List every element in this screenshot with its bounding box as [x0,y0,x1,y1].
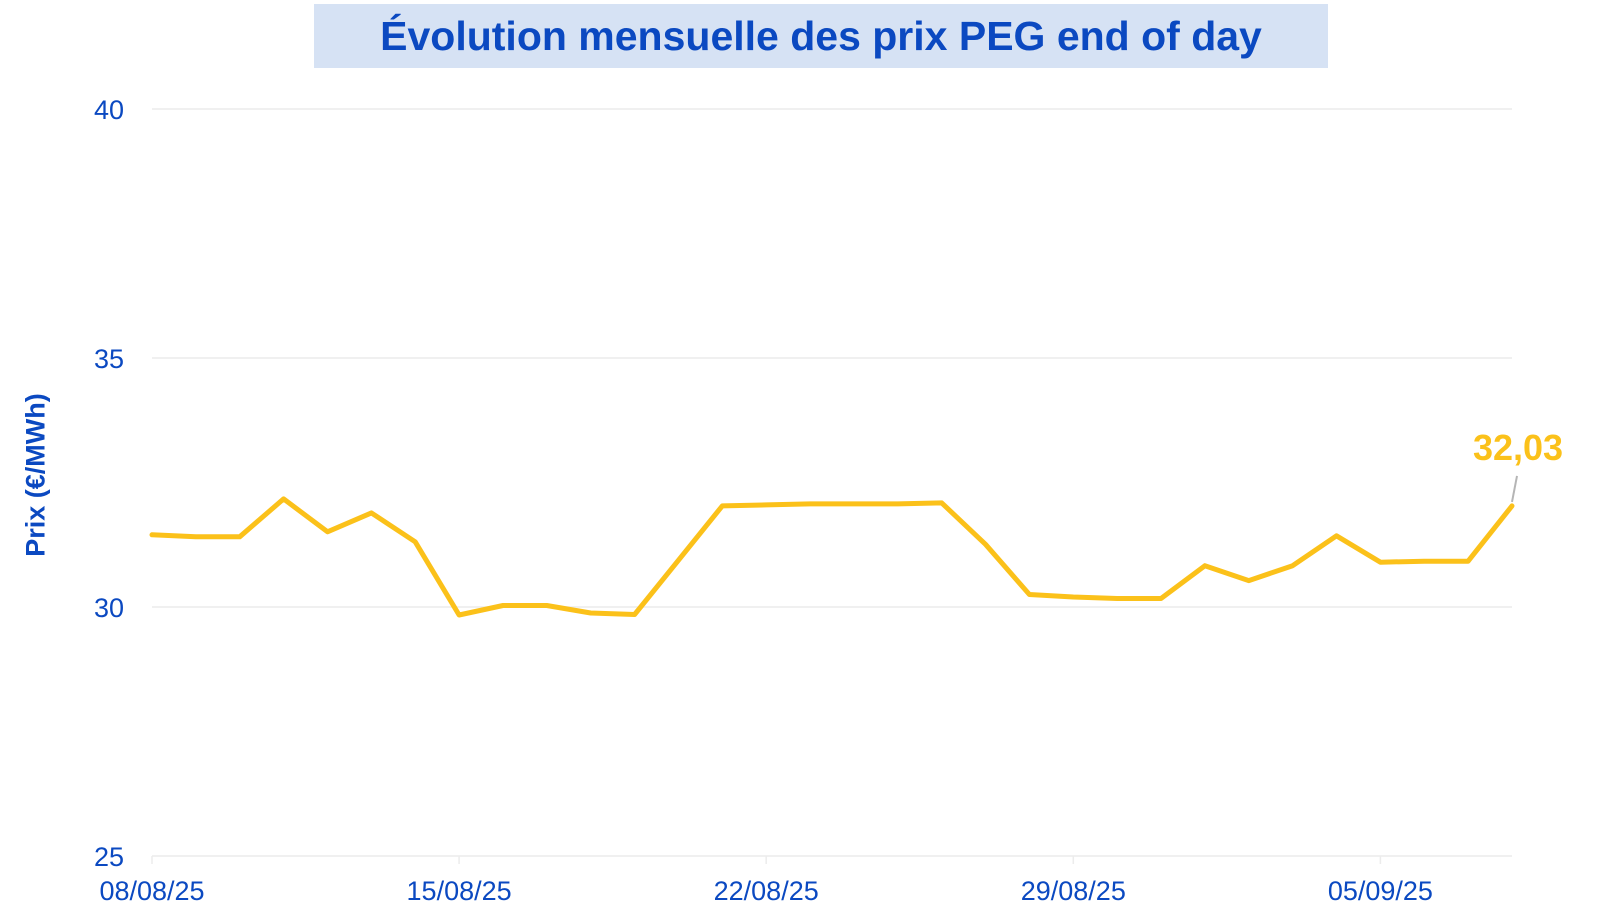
x-tick-label: 29/08/25 [1021,876,1126,906]
y-tick-label: 35 [94,344,124,374]
y-tick-label: 25 [94,842,124,872]
x-tick-label: 22/08/25 [714,876,819,906]
x-tick-label: 15/08/25 [407,876,512,906]
series-line [149,496,1515,618]
x-tick-label: 05/09/25 [1328,876,1433,906]
chart-title-band: Évolution mensuelle des prix PEG end of … [314,4,1328,68]
x-tick-label: 08/08/25 [99,876,204,906]
y-tick-label: 30 [94,593,124,623]
annotation-label: 32,03 [1473,427,1563,468]
chart-title: Évolution mensuelle des prix PEG end of … [380,12,1262,59]
y-tick-label: 40 [94,95,124,125]
annotation-leader [1511,475,1518,503]
